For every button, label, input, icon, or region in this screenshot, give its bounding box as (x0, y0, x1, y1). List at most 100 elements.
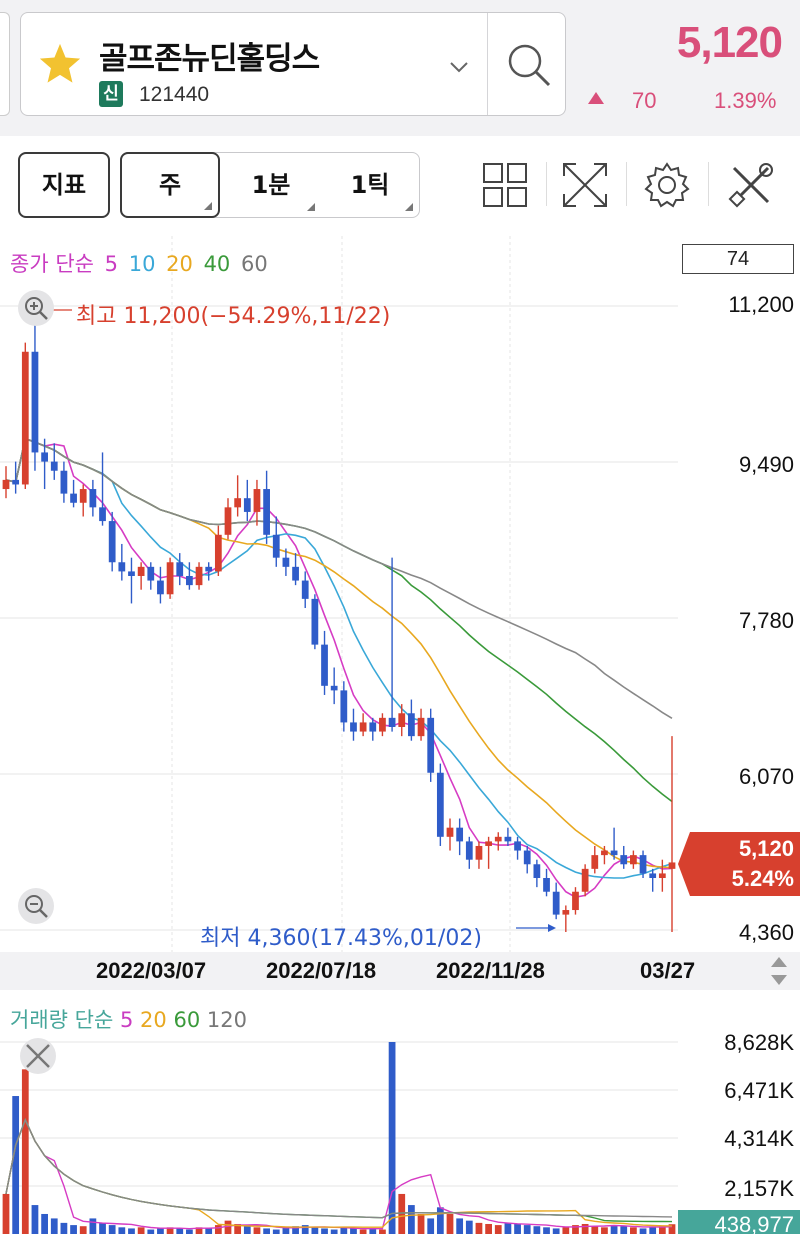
volume-bar (504, 1222, 512, 1234)
zoom-in-icon[interactable] (16, 288, 56, 328)
ma-40-line (5, 437, 673, 803)
vol-ma-5-label: 5 (119, 1008, 134, 1032)
search-divider (487, 13, 488, 115)
price-volume-chart[interactable] (0, 236, 800, 1234)
period-minute-button[interactable]: 1분 (221, 153, 321, 217)
candle-body (610, 850, 618, 856)
current-volume-tag: 438,977 (678, 1210, 800, 1234)
candle-body (108, 521, 116, 563)
candle-body (21, 351, 29, 485)
volume-ma-20-line (5, 1117, 673, 1228)
volume-bar (272, 1229, 280, 1234)
candle-body (562, 910, 570, 915)
toolbar-separator (626, 162, 627, 206)
volume-bar (340, 1227, 348, 1234)
favorite-star-icon[interactable] (37, 41, 83, 87)
period-minute-label: 1분 (251, 171, 291, 199)
volume-bar (79, 1226, 87, 1234)
zoom-out-icon[interactable] (16, 886, 56, 926)
grid-layout-icon[interactable] (480, 160, 530, 210)
volume-bar (128, 1228, 135, 1234)
candle-body (668, 862, 676, 869)
volume-bar (70, 1225, 77, 1234)
candle-body (2, 479, 10, 490)
volume-bar (282, 1227, 290, 1234)
candle-body (446, 827, 454, 837)
candle-body (552, 891, 560, 915)
volume-bar (234, 1223, 242, 1234)
volume-bar (195, 1227, 203, 1234)
vol-ma-20-label: 20 (140, 1008, 167, 1032)
volume-bar (379, 1229, 386, 1234)
candle-body (369, 722, 377, 732)
volume-bar (485, 1223, 492, 1234)
volume-bar (591, 1226, 599, 1234)
period-tick-button[interactable]: 1틱 (321, 153, 419, 217)
candle-body (205, 566, 213, 572)
volume-y-label: 6,471K (724, 1078, 794, 1103)
volume-bar (658, 1226, 666, 1234)
volume-bar (147, 1229, 155, 1234)
candle-body (12, 479, 20, 485)
chart-area[interactable]: 종가 단순 5 10 20 40 60 74 11,200 9,490 7,78… (0, 236, 800, 1234)
side-panel-handle[interactable] (0, 12, 10, 116)
volume-bar (166, 1227, 174, 1234)
x-axis-bar[interactable]: 2022/03/07 2022/07/18 2022/11/28 03/27 (0, 952, 800, 990)
ma-60-label: 60 (240, 252, 268, 276)
volume-bar (408, 1205, 415, 1234)
volume-bar (2, 1193, 10, 1234)
candle-body (514, 841, 521, 851)
ma-20-label: 20 (166, 252, 193, 276)
volume-bar (311, 1227, 319, 1234)
price-legend-prefix: 종가 단순 (10, 252, 94, 276)
period-selector: 주 1분 1틱 (120, 152, 420, 218)
current-price-tag: 5,120 5.24% (678, 832, 800, 896)
candle-body (301, 580, 309, 599)
volume-bar (176, 1228, 184, 1234)
candle-body (630, 855, 637, 865)
candle-body (157, 580, 164, 595)
close-volume-icon[interactable] (18, 1036, 58, 1076)
volume-bar (514, 1223, 521, 1234)
indicator-button[interactable]: 지표 (18, 152, 110, 218)
candle-body (543, 878, 550, 892)
high-annotation: 최고 11,200(−54.29%,11/22) (76, 304, 391, 329)
volume-bar (253, 1227, 261, 1234)
volume-bar (137, 1227, 145, 1234)
gear-icon[interactable] (642, 160, 692, 210)
candle-body (147, 566, 155, 581)
candle-body (649, 873, 657, 879)
candle-body (379, 717, 386, 732)
candle-body (456, 827, 464, 842)
volume-bar (552, 1228, 560, 1234)
volume-bar (359, 1229, 367, 1234)
period-week-button[interactable]: 주 (120, 152, 220, 218)
candle-body (311, 598, 319, 645)
ma-40-label: 40 (203, 252, 231, 276)
volume-bar (12, 1096, 20, 1234)
candle-body (243, 498, 251, 512)
candle-count-box[interactable]: 74 (682, 244, 794, 274)
candle-body (639, 855, 647, 874)
candle-body (417, 717, 425, 737)
volume-bar (292, 1226, 299, 1234)
tools-icon[interactable] (726, 160, 776, 210)
volume-bar (417, 1213, 425, 1234)
candle-body (465, 841, 473, 860)
expand-icon[interactable] (560, 160, 610, 210)
search-icon[interactable] (505, 41, 553, 89)
price-change: 70 (632, 88, 657, 113)
corner-dropdown-icon (204, 202, 212, 210)
volume-bar (369, 1228, 377, 1234)
stock-search-box[interactable]: 골프존뉴딘홀딩스 신 121440 (20, 12, 566, 116)
candle-body (79, 489, 87, 503)
price-tag-value: 5,120 (738, 836, 794, 861)
chevron-down-icon[interactable] (449, 57, 469, 77)
candle-body (408, 713, 415, 737)
volume-bar (330, 1229, 338, 1234)
volume-bar (465, 1220, 473, 1234)
resize-arrows-icon[interactable] (764, 954, 794, 988)
candle-body (436, 772, 444, 837)
candle-body (398, 713, 406, 727)
x-axis-label: 2022/07/18 (266, 958, 377, 983)
